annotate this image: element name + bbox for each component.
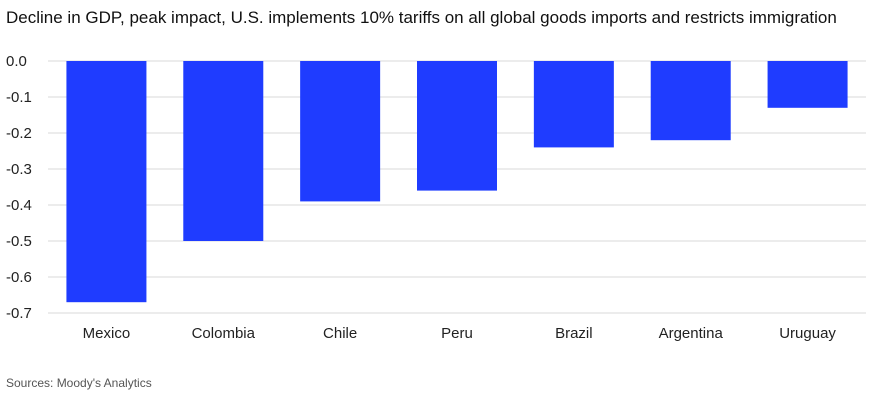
y-tick-label: -0.5	[6, 233, 32, 250]
bars	[66, 61, 848, 303]
bar-mexico	[66, 61, 147, 303]
bar-argentina	[650, 61, 731, 141]
y-tick-label: -0.2	[6, 125, 32, 142]
bar-chile	[300, 61, 381, 202]
bar-peru	[417, 61, 497, 191]
x-category-label: Uruguay	[779, 325, 836, 342]
x-category-label: Colombia	[192, 325, 256, 342]
y-tick-label: -0.1	[6, 89, 32, 106]
y-axis-ticks: 0.0 -0.1 -0.2 -0.3 -0.4 -0.5 -0.6 -0.7	[6, 53, 32, 322]
y-tick-label: 0.0	[6, 53, 27, 70]
x-category-label: Argentina	[659, 325, 724, 342]
x-axis-labels: Mexico Colombia Chile Peru Brazil Argentina Ur…	[83, 325, 837, 342]
chart-title: Decline in GDP, peak impact, U.S. implem…	[6, 8, 837, 27]
bar-brazil	[533, 61, 614, 148]
y-tick-label: -0.3	[6, 161, 32, 178]
bar-uruguay	[767, 61, 848, 108]
y-tick-label: -0.7	[6, 305, 32, 322]
x-category-label: Peru	[441, 325, 473, 342]
x-category-label: Brazil	[555, 325, 593, 342]
x-category-label: Mexico	[83, 325, 131, 342]
x-category-label: Chile	[323, 325, 357, 342]
y-tick-label: -0.4	[6, 197, 32, 214]
bar-colombia	[183, 61, 264, 241]
source-note: Sources: Moody's Analytics	[6, 376, 152, 390]
y-tick-label: -0.6	[6, 269, 32, 286]
